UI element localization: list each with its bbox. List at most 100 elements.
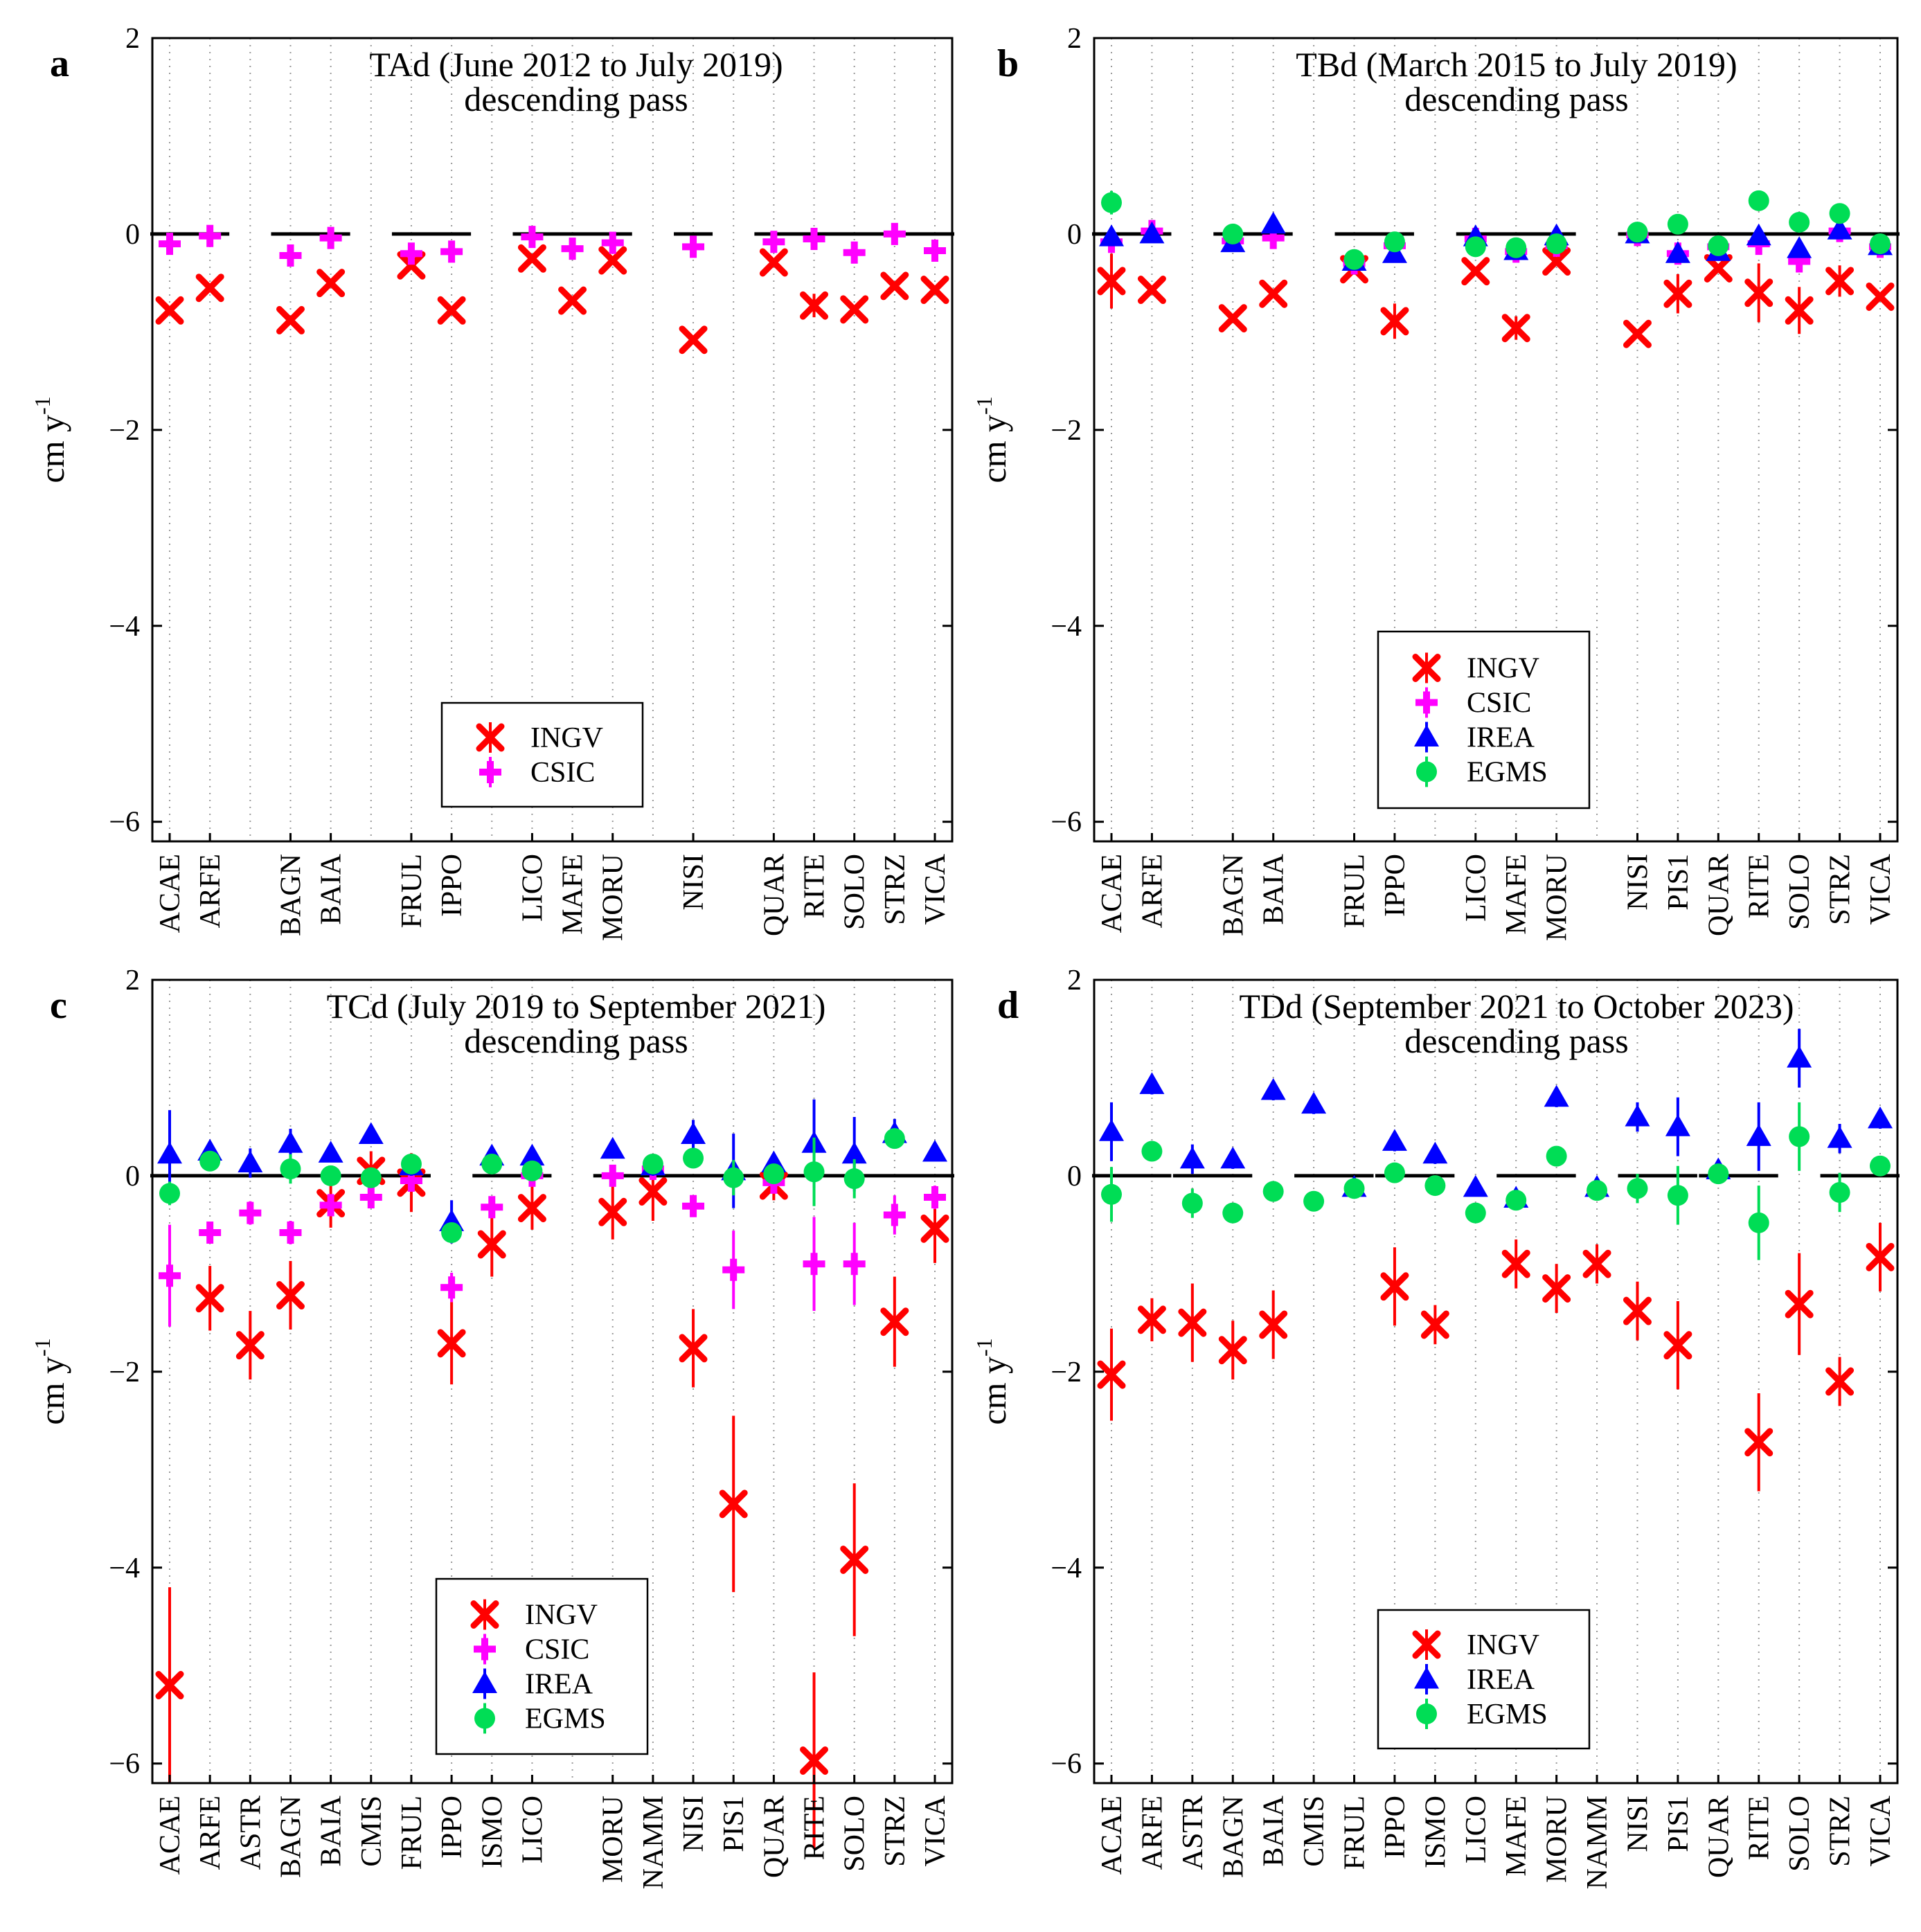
x-tick-label-lico: LICO <box>1460 1796 1492 1863</box>
x-tick-label-strz: STRZ <box>879 854 911 925</box>
y-tick-label: −2 <box>109 1357 140 1388</box>
series-ingv <box>1097 247 1895 348</box>
x-tick-label-strz: STRZ <box>879 1796 911 1867</box>
data-point-egms-solo <box>843 1168 865 1190</box>
data-point-egms-nisi <box>1627 222 1648 243</box>
data-point-egms-frul <box>400 1153 422 1174</box>
data-point-csic-strz <box>883 222 906 245</box>
data-point-irea-nisi <box>681 1122 706 1145</box>
data-point-irea-vica <box>1868 1106 1893 1129</box>
panel-title: TBd (March 2015 to July 2019) <box>1296 45 1737 84</box>
data-point-ingv-nisi <box>679 325 708 355</box>
data-point-egms-astr <box>1181 1192 1203 1214</box>
panel-title: TCd (July 2019 to September 2021) <box>327 987 826 1026</box>
x-tick-label-solo: SOLO <box>1784 854 1816 930</box>
data-point-ingv-solo <box>1785 296 1814 325</box>
data-point-irea-solo <box>841 1141 867 1164</box>
x-tick-label-pis1: PIS1 <box>1663 854 1695 911</box>
data-point-csic-rite <box>803 1253 825 1276</box>
data-point-ingv-baia <box>1259 1310 1288 1339</box>
data-point-ingv-quar <box>759 248 788 277</box>
legend-label-ingv: INGV <box>525 1600 598 1631</box>
x-tick-label-cmis: CMIS <box>1298 1796 1330 1867</box>
data-point-egms-baia <box>1262 1181 1284 1202</box>
x-tick-label-moru: MORU <box>1542 854 1573 941</box>
x-tick-label-rite: RITE <box>1744 1796 1776 1860</box>
data-point-ingv-baia <box>316 269 346 298</box>
data-point-ingv-rite <box>800 291 829 320</box>
y-tick-label: −6 <box>1051 807 1082 839</box>
data-point-egms-moru <box>1546 1145 1567 1167</box>
data-point-irea-baia <box>1260 1077 1286 1100</box>
legend-marker-irea <box>472 1671 497 1693</box>
x-tick-label-nisi: NISI <box>678 1796 710 1852</box>
x-tick-label-ippo: IPPO <box>436 854 468 917</box>
legend-label-irea: IREA <box>1467 1664 1535 1696</box>
x-tick-label-namm: NAMM <box>638 1796 670 1889</box>
data-point-egms-strz <box>1829 1181 1850 1203</box>
data-point-ingv-strz <box>1825 267 1855 296</box>
data-point-egms-namm <box>642 1153 663 1174</box>
data-point-egms-bagn <box>1222 1202 1244 1224</box>
legend-label-egms: EGMS <box>1467 1699 1548 1730</box>
data-point-egms-quar <box>763 1163 785 1185</box>
x-tick-label-baia: BAIA <box>1258 853 1290 924</box>
legend-marker-ingv <box>1412 654 1441 682</box>
x-tick-label-solo: SOLO <box>1784 1796 1816 1872</box>
legend-label-csic: CSIC <box>1467 688 1531 719</box>
data-point-ingv-astr <box>235 1331 265 1360</box>
x-tick-label-moru: MORU <box>598 854 629 941</box>
y-tick-label: 0 <box>125 219 140 251</box>
data-point-egms-strz <box>884 1128 905 1150</box>
data-point-csic-quar <box>762 231 785 253</box>
data-point-csic-rite <box>803 228 825 250</box>
y-tick-label: 0 <box>1067 1161 1082 1192</box>
data-point-csic-vica <box>924 239 946 262</box>
data-point-ingv-bagn <box>276 1281 305 1310</box>
data-point-irea-arfe <box>1139 221 1165 244</box>
data-point-egms-pis1 <box>1667 213 1688 235</box>
panel-subtitle: descending pass <box>464 1021 688 1060</box>
panel-title: TDd (September 2021 to October 2023) <box>1239 987 1794 1026</box>
data-point-egms-rite <box>1748 1212 1769 1233</box>
x-tick-label-ismo: ISMO <box>1420 1796 1451 1868</box>
data-point-ingv-namm <box>1582 1249 1611 1278</box>
data-point-ingv-moru <box>598 246 627 275</box>
data-point-csic-moru <box>601 1164 624 1187</box>
data-point-egms-ippo <box>1384 231 1405 253</box>
x-tick-label-mafe: MAFE <box>557 854 589 935</box>
x-tick-label-vica: VICA <box>1865 1795 1897 1866</box>
data-point-csic-bagn <box>279 1221 302 1244</box>
data-point-csic-baia <box>319 1194 342 1217</box>
data-point-ingv-ismo <box>477 1230 506 1259</box>
plot-frame <box>1093 978 1899 1785</box>
panel-subtitle: descending pass <box>1404 80 1629 118</box>
data-point-irea-solo <box>1787 1046 1812 1068</box>
data-point-ingv-frul <box>397 251 426 280</box>
data-point-csic-solo <box>843 241 866 264</box>
data-point-egms-cmis <box>1303 1190 1325 1212</box>
data-point-egms-acae <box>1101 1183 1122 1205</box>
legend-box <box>435 1577 649 1755</box>
data-point-csic-bagn <box>279 244 302 267</box>
data-point-csic-acae <box>159 233 181 256</box>
data-point-ingv-pis1 <box>1663 279 1692 308</box>
data-point-csic-ismo <box>481 1196 503 1219</box>
x-tick-label-rite: RITE <box>799 1796 831 1860</box>
data-point-irea-acae <box>1099 1119 1124 1141</box>
legend-marker-csic <box>479 761 501 783</box>
y-tick-label: −6 <box>1051 1748 1082 1780</box>
data-point-csic-mafe <box>561 238 584 260</box>
data-point-ingv-moru <box>1542 247 1571 276</box>
data-point-irea-strz <box>1827 217 1852 240</box>
x-tick-label-acae: ACAE <box>1096 854 1128 933</box>
data-point-ingv-rite <box>1744 1428 1773 1457</box>
data-point-csic-moru <box>601 231 624 254</box>
x-tick-label-bagn: BAGN <box>275 854 307 936</box>
x-tick-label-strz: STRZ <box>1825 854 1857 925</box>
data-point-irea-acae <box>1099 224 1124 247</box>
series-egms <box>1101 1102 1891 1260</box>
legend-box <box>440 701 644 808</box>
